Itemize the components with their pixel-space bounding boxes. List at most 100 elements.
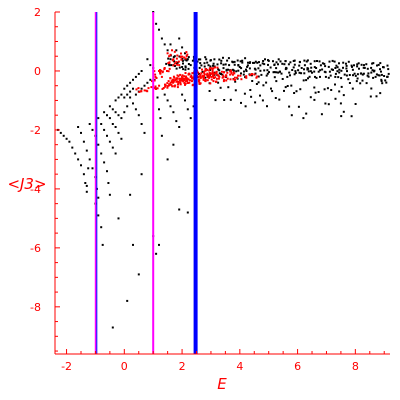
data-point-red (145, 89, 148, 92)
x-tick-label: 2 (179, 360, 186, 373)
data-point-black (253, 61, 256, 64)
data-point-black (268, 71, 270, 74)
data-point-red (173, 50, 176, 53)
data-point-black (244, 57, 247, 60)
data-point-black (265, 74, 268, 77)
data-point-red (245, 76, 248, 79)
data-point-black (339, 102, 342, 105)
data-point-black (114, 99, 117, 102)
data-point-black (140, 173, 143, 176)
data-point-black (327, 65, 330, 68)
data-point-red (168, 83, 171, 86)
data-point-black (106, 114, 108, 117)
data-point-black (372, 62, 375, 65)
data-point-red (156, 87, 159, 90)
data-point-red (167, 80, 170, 83)
data-point-black (248, 62, 251, 64)
data-point-black (381, 82, 384, 85)
data-point-black (274, 97, 277, 99)
data-point-black (328, 70, 331, 73)
data-point-black (172, 111, 175, 114)
data-point-black (348, 74, 351, 76)
data-point-red (213, 77, 215, 79)
data-point-black (181, 59, 184, 62)
data-point-black (185, 59, 188, 62)
data-point-red (155, 77, 158, 79)
data-point-red (179, 73, 182, 76)
data-point-red (176, 86, 179, 89)
data-point-black (324, 75, 327, 78)
data-point-red (239, 74, 242, 77)
data-point-black (345, 62, 347, 65)
data-point-black (306, 68, 309, 71)
data-point-black (149, 64, 152, 67)
data-point-red (202, 74, 205, 77)
y-tick-label: -8 (30, 301, 41, 314)
data-point-red (208, 67, 211, 70)
data-point-black (82, 140, 85, 143)
data-point-red (172, 64, 175, 67)
data-point-black (321, 68, 324, 71)
data-point-red (185, 75, 187, 78)
data-point-red (223, 71, 225, 74)
data-point-black (288, 71, 291, 74)
data-point-black (309, 70, 312, 73)
data-point-black (272, 71, 275, 74)
data-point-red (173, 62, 176, 65)
data-point-black (243, 70, 245, 73)
data-point-black (357, 62, 360, 65)
data-point-black (313, 60, 316, 63)
data-point-black (353, 72, 356, 75)
data-point-black (319, 69, 322, 72)
data-point-black (269, 66, 272, 69)
data-point-black (220, 59, 223, 62)
data-point-black (246, 65, 249, 68)
data-point-black (280, 72, 283, 75)
data-point-black (363, 66, 366, 69)
y-tick-label: -4 (30, 183, 41, 196)
data-point-black (291, 69, 294, 71)
data-point-black (100, 226, 103, 229)
data-point-black (351, 65, 353, 68)
data-point-black (254, 60, 257, 63)
data-point-black (170, 64, 173, 67)
data-point-red (158, 70, 160, 72)
data-point-black (279, 60, 282, 63)
data-point-red (210, 75, 213, 78)
data-point-black (293, 92, 296, 94)
data-point-black (103, 111, 106, 114)
data-point-red (186, 82, 189, 84)
data-point-red (179, 81, 182, 84)
data-point-black (212, 62, 215, 65)
data-point-black (324, 102, 327, 105)
data-point-black (250, 74, 253, 77)
data-point-red (211, 68, 214, 71)
x-tick-label: -2 (61, 360, 72, 373)
data-point-black (317, 70, 320, 73)
data-point-black (232, 61, 234, 64)
data-point-black (320, 113, 323, 116)
data-point-black (340, 69, 343, 72)
y-tick-label: 2 (34, 6, 41, 19)
data-point-black (218, 72, 221, 75)
data-point-black (314, 75, 316, 78)
data-point-red (184, 72, 187, 74)
data-point-black (77, 158, 80, 161)
data-point-black (285, 67, 288, 70)
data-point-black (379, 62, 382, 65)
data-point-black (338, 68, 341, 71)
data-point-black (377, 63, 380, 66)
data-point-black (159, 117, 162, 120)
data-point-red (206, 72, 209, 75)
data-point-black (126, 105, 129, 108)
data-point-black (241, 59, 244, 62)
data-point-red (174, 84, 177, 87)
data-point-black (143, 131, 146, 134)
data-point-red (199, 74, 202, 76)
data-point-black (352, 74, 354, 77)
data-point-red (154, 75, 157, 78)
data-point-red (171, 85, 174, 88)
data-point-red (218, 75, 221, 78)
data-point-black (186, 211, 189, 214)
data-point-black (132, 78, 134, 81)
